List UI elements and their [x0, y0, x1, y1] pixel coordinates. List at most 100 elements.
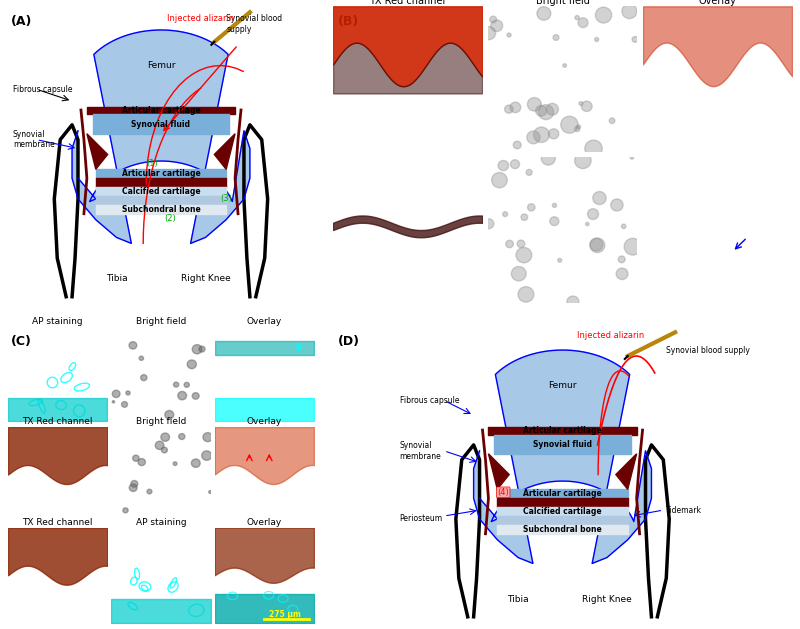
Circle shape	[184, 382, 190, 387]
Circle shape	[517, 240, 525, 248]
Title: Overlay: Overlay	[246, 316, 282, 326]
Circle shape	[527, 131, 540, 144]
Title: TX Red channel: TX Red channel	[370, 0, 446, 6]
Circle shape	[199, 346, 205, 352]
Text: (A): (A)	[11, 15, 33, 28]
Circle shape	[553, 35, 559, 40]
Circle shape	[191, 459, 200, 467]
Circle shape	[630, 156, 634, 159]
Circle shape	[202, 451, 212, 460]
Circle shape	[192, 345, 202, 354]
Text: 125 μm: 125 μm	[758, 289, 785, 296]
Circle shape	[502, 212, 508, 216]
Circle shape	[586, 223, 589, 226]
Circle shape	[484, 219, 494, 228]
Circle shape	[610, 118, 615, 123]
Circle shape	[590, 238, 603, 251]
Circle shape	[490, 16, 497, 23]
Circle shape	[123, 508, 128, 513]
Circle shape	[155, 441, 164, 450]
Y-axis label: Right
knee: Right knee	[236, 69, 260, 89]
Circle shape	[561, 116, 578, 133]
Title: Overlay: Overlay	[698, 0, 737, 6]
Circle shape	[131, 481, 138, 487]
Circle shape	[174, 462, 177, 465]
Circle shape	[534, 127, 550, 142]
Circle shape	[582, 101, 592, 111]
Circle shape	[112, 401, 114, 403]
Title: Bright field: Bright field	[535, 0, 590, 6]
Title: Bright field: Bright field	[136, 316, 186, 326]
Circle shape	[549, 129, 558, 139]
Circle shape	[527, 204, 535, 211]
Circle shape	[130, 484, 137, 491]
Circle shape	[590, 238, 605, 253]
Circle shape	[574, 126, 580, 131]
Circle shape	[632, 36, 638, 42]
Circle shape	[510, 160, 519, 169]
Circle shape	[578, 18, 588, 28]
Title: AP staining: AP staining	[32, 316, 83, 326]
Circle shape	[577, 125, 581, 129]
Circle shape	[618, 256, 625, 263]
Text: (B): (B)	[338, 15, 359, 28]
Circle shape	[595, 7, 612, 23]
Circle shape	[536, 105, 546, 116]
Circle shape	[141, 375, 147, 381]
Circle shape	[511, 267, 526, 281]
Text: (D): (D)	[338, 335, 360, 348]
Text: 275 μm: 275 μm	[270, 610, 301, 619]
Circle shape	[538, 104, 554, 120]
Circle shape	[490, 20, 502, 31]
Title: AP staining: AP staining	[136, 518, 186, 527]
Circle shape	[505, 105, 513, 113]
Circle shape	[482, 26, 496, 40]
Circle shape	[174, 382, 178, 387]
Circle shape	[514, 141, 521, 149]
Title: Overlay: Overlay	[246, 518, 282, 527]
Circle shape	[622, 224, 626, 228]
Circle shape	[492, 172, 507, 188]
Circle shape	[527, 97, 542, 111]
Circle shape	[587, 209, 598, 220]
Circle shape	[126, 391, 130, 395]
Circle shape	[507, 33, 511, 37]
Title: TX Red channel: TX Red channel	[22, 518, 93, 527]
Circle shape	[138, 459, 146, 465]
Circle shape	[162, 447, 167, 453]
Circle shape	[622, 4, 637, 19]
Title: TX Red channel: TX Red channel	[22, 417, 93, 426]
Circle shape	[112, 390, 120, 398]
Circle shape	[558, 259, 562, 262]
Circle shape	[178, 391, 186, 400]
Circle shape	[624, 238, 642, 255]
Circle shape	[203, 433, 213, 442]
Circle shape	[122, 401, 127, 407]
Circle shape	[129, 342, 137, 349]
Title: Overlay: Overlay	[246, 417, 282, 426]
Circle shape	[610, 199, 623, 211]
Circle shape	[574, 152, 591, 169]
Circle shape	[585, 140, 602, 157]
Circle shape	[567, 296, 579, 308]
Circle shape	[518, 287, 534, 302]
Circle shape	[563, 64, 566, 67]
Circle shape	[506, 240, 514, 248]
Circle shape	[165, 411, 174, 419]
Circle shape	[537, 7, 550, 20]
Circle shape	[510, 102, 521, 113]
Circle shape	[521, 214, 528, 220]
Circle shape	[209, 491, 212, 493]
Circle shape	[616, 268, 628, 279]
Circle shape	[498, 160, 509, 170]
Circle shape	[546, 103, 558, 115]
Text: (C): (C)	[11, 335, 32, 348]
Circle shape	[594, 38, 598, 42]
Circle shape	[516, 247, 532, 263]
Title: Bright field: Bright field	[136, 417, 186, 426]
Circle shape	[593, 191, 606, 204]
Circle shape	[526, 169, 532, 175]
Circle shape	[178, 433, 185, 440]
Circle shape	[161, 433, 170, 442]
Circle shape	[147, 489, 152, 494]
